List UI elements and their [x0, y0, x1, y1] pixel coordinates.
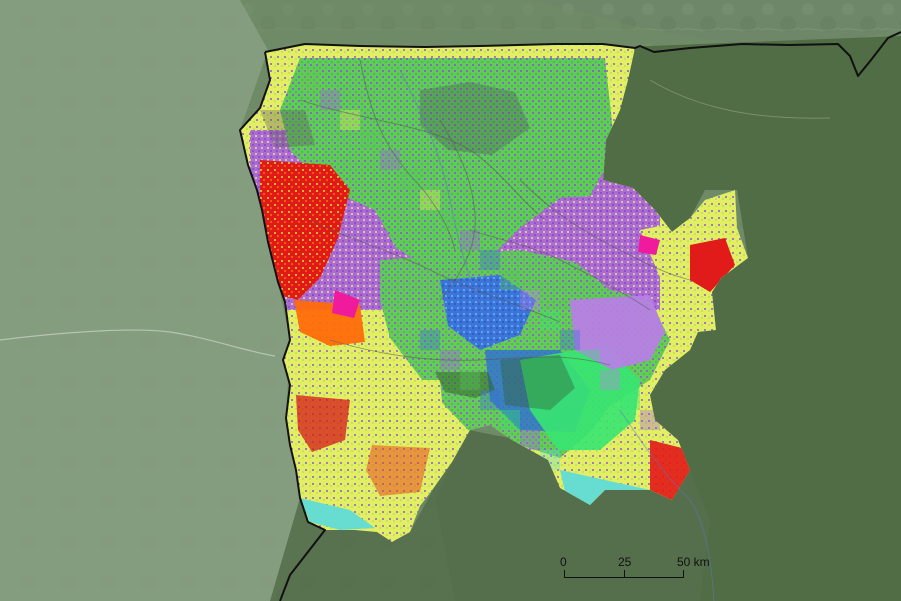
north-boundary	[264, 31, 901, 77]
dark-green-spot	[435, 372, 495, 398]
red-west-block	[260, 160, 350, 300]
river-network	[399, 69, 715, 601]
red-southeast-block	[650, 440, 690, 500]
red-east-block	[690, 238, 735, 292]
magenta-spot-west	[332, 290, 360, 318]
bright-green-block	[520, 345, 640, 450]
road-network	[299, 59, 691, 366]
scale-bar: 0 25 50 km	[552, 552, 722, 592]
red-south-spot	[296, 395, 350, 452]
scale-tick-50	[683, 570, 684, 578]
scale-tick-0	[564, 570, 565, 578]
river-line	[649, 79, 831, 119]
south-dark-region	[270, 430, 710, 601]
magenta-spot-east	[638, 235, 660, 255]
scale-label-25: 25	[618, 555, 632, 569]
grey-northwest	[260, 110, 315, 148]
orange-south-spot	[366, 445, 430, 496]
grey-north-center	[420, 82, 530, 155]
scale-label-0: 0	[560, 555, 567, 569]
light-purple-block	[570, 295, 665, 370]
cyan-southeast-block	[560, 470, 650, 505]
scale-label-50-km: 50 km	[677, 555, 710, 569]
road-line	[0, 329, 276, 357]
blue-center-block	[440, 275, 536, 350]
west-boundary	[239, 51, 326, 601]
forest-spot	[500, 355, 575, 410]
scale-tick-25	[624, 570, 625, 578]
tile-overlay	[300, 70, 660, 470]
green-north-block	[280, 58, 615, 270]
cyan-southwest-block	[300, 498, 375, 530]
